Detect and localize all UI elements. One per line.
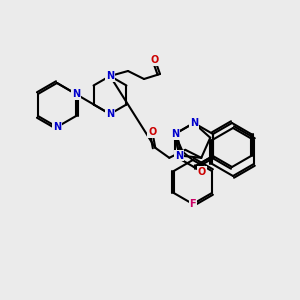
Text: N: N [171, 129, 179, 139]
Text: N: N [176, 151, 184, 160]
Text: N: N [53, 122, 61, 132]
Text: O: O [151, 55, 159, 65]
Text: N: N [106, 109, 114, 119]
Text: N: N [190, 118, 198, 128]
Text: O: O [148, 127, 156, 137]
Text: F: F [190, 199, 196, 209]
Text: N: N [72, 89, 80, 99]
Text: N: N [171, 129, 179, 139]
Text: N: N [106, 71, 114, 81]
Text: O: O [198, 167, 206, 177]
